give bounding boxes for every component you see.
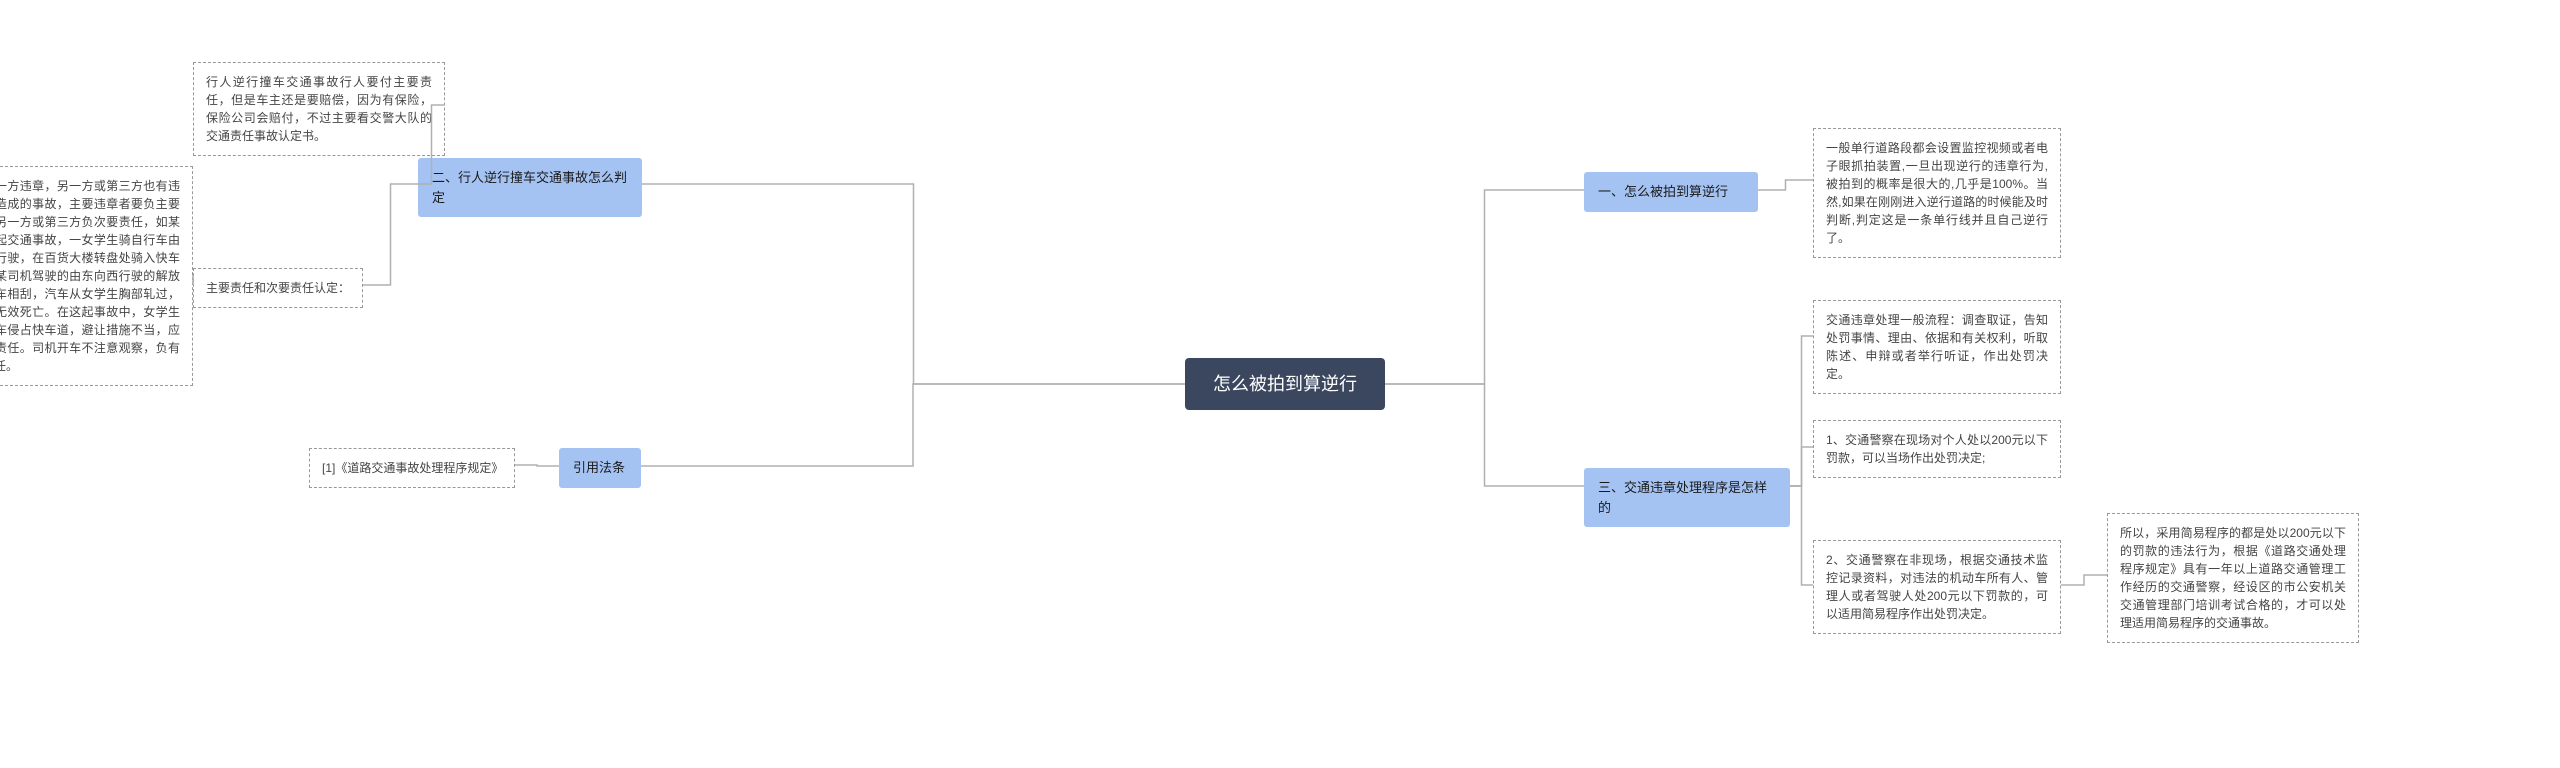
branch-node-b3: 三、交通违章处理程序是怎样的 bbox=[1584, 468, 1790, 527]
leaf-l4-1: [1]《道路交通事故处理程序规定》 bbox=[309, 448, 515, 488]
leaf-l3-2: 1、交通警察在现场对个人处以200元以下罚款，可以当场作出处罚决定; bbox=[1813, 420, 2061, 478]
leaf-l2-2-1: 主要因一方违章，另一方或第三方也有违章行为造成的事故，主要违章者要负主要责任，另… bbox=[0, 166, 193, 386]
leaf-l1-1: 一般单行道路段都会设置监控视频或者电子眼抓拍装置,一旦出现逆行的违章行为,被拍到… bbox=[1813, 128, 2061, 258]
branch-node-b4: 引用法条 bbox=[559, 448, 641, 488]
leaf-l3-3: 2、交通警察在非现场，根据交通技术监控记录资料，对违法的机动车所有人、管理人或者… bbox=[1813, 540, 2061, 634]
leaf-l2-1: 行人逆行撞车交通事故行人要付主要责任，但是车主还是要赔偿，因为有保险，保险公司会… bbox=[193, 62, 445, 156]
leaf-l3-3-1: 所以，采用简易程序的都是处以200元以下的罚款的违法行为，根据《道路交通处理程序… bbox=[2107, 513, 2359, 643]
center-node: 怎么被拍到算逆行 bbox=[1185, 358, 1385, 410]
branch-node-b1: 一、怎么被拍到算逆行 bbox=[1584, 172, 1758, 212]
leaf-l2-2: 主要责任和次要责任认定： bbox=[193, 268, 363, 308]
branch-node-b2: 二、行人逆行撞车交通事故怎么判定 bbox=[418, 158, 642, 217]
leaf-l3-1: 交通违章处理一般流程：调查取证，告知处罚事情、理由、依据和有关权利，听取陈述、申… bbox=[1813, 300, 2061, 394]
